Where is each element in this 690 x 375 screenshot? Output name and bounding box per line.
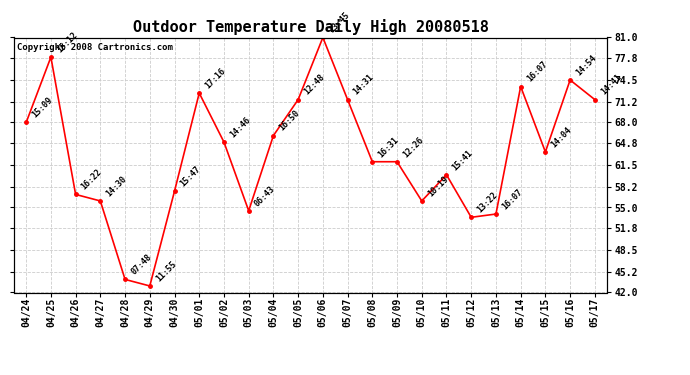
Text: 14:04: 14:04 xyxy=(549,125,573,149)
Text: 15:47: 15:47 xyxy=(179,164,203,188)
Text: 07:48: 07:48 xyxy=(129,253,153,277)
Text: 14:31: 14:31 xyxy=(352,73,376,97)
Text: 11:55: 11:55 xyxy=(154,259,178,283)
Text: 14:46: 14:46 xyxy=(228,115,252,140)
Text: 16:07: 16:07 xyxy=(500,187,524,211)
Text: 16:50: 16:50 xyxy=(277,109,302,133)
Text: 12:26: 12:26 xyxy=(401,135,425,159)
Text: 15:09: 15:09 xyxy=(30,96,55,120)
Text: 14:41: 14:41 xyxy=(599,73,623,97)
Text: 06:43: 06:43 xyxy=(253,184,277,208)
Text: 17:16: 17:16 xyxy=(204,66,228,90)
Text: 15:12: 15:12 xyxy=(55,30,79,54)
Text: Copyright 2008 Cartronics.com: Copyright 2008 Cartronics.com xyxy=(17,43,172,52)
Text: 15:41: 15:41 xyxy=(451,148,475,172)
Text: 10:19: 10:19 xyxy=(426,174,450,198)
Text: 14:54: 14:54 xyxy=(574,53,598,77)
Text: 14:30: 14:30 xyxy=(104,174,128,198)
Text: 16:31: 16:31 xyxy=(377,135,400,159)
Text: 13:45: 13:45 xyxy=(327,10,351,35)
Text: 13:22: 13:22 xyxy=(475,190,500,214)
Text: 12:48: 12:48 xyxy=(302,73,326,97)
Title: Outdoor Temperature Daily High 20080518: Outdoor Temperature Daily High 20080518 xyxy=(132,19,489,35)
Text: 16:07: 16:07 xyxy=(525,60,549,84)
Text: 16:22: 16:22 xyxy=(80,168,104,192)
